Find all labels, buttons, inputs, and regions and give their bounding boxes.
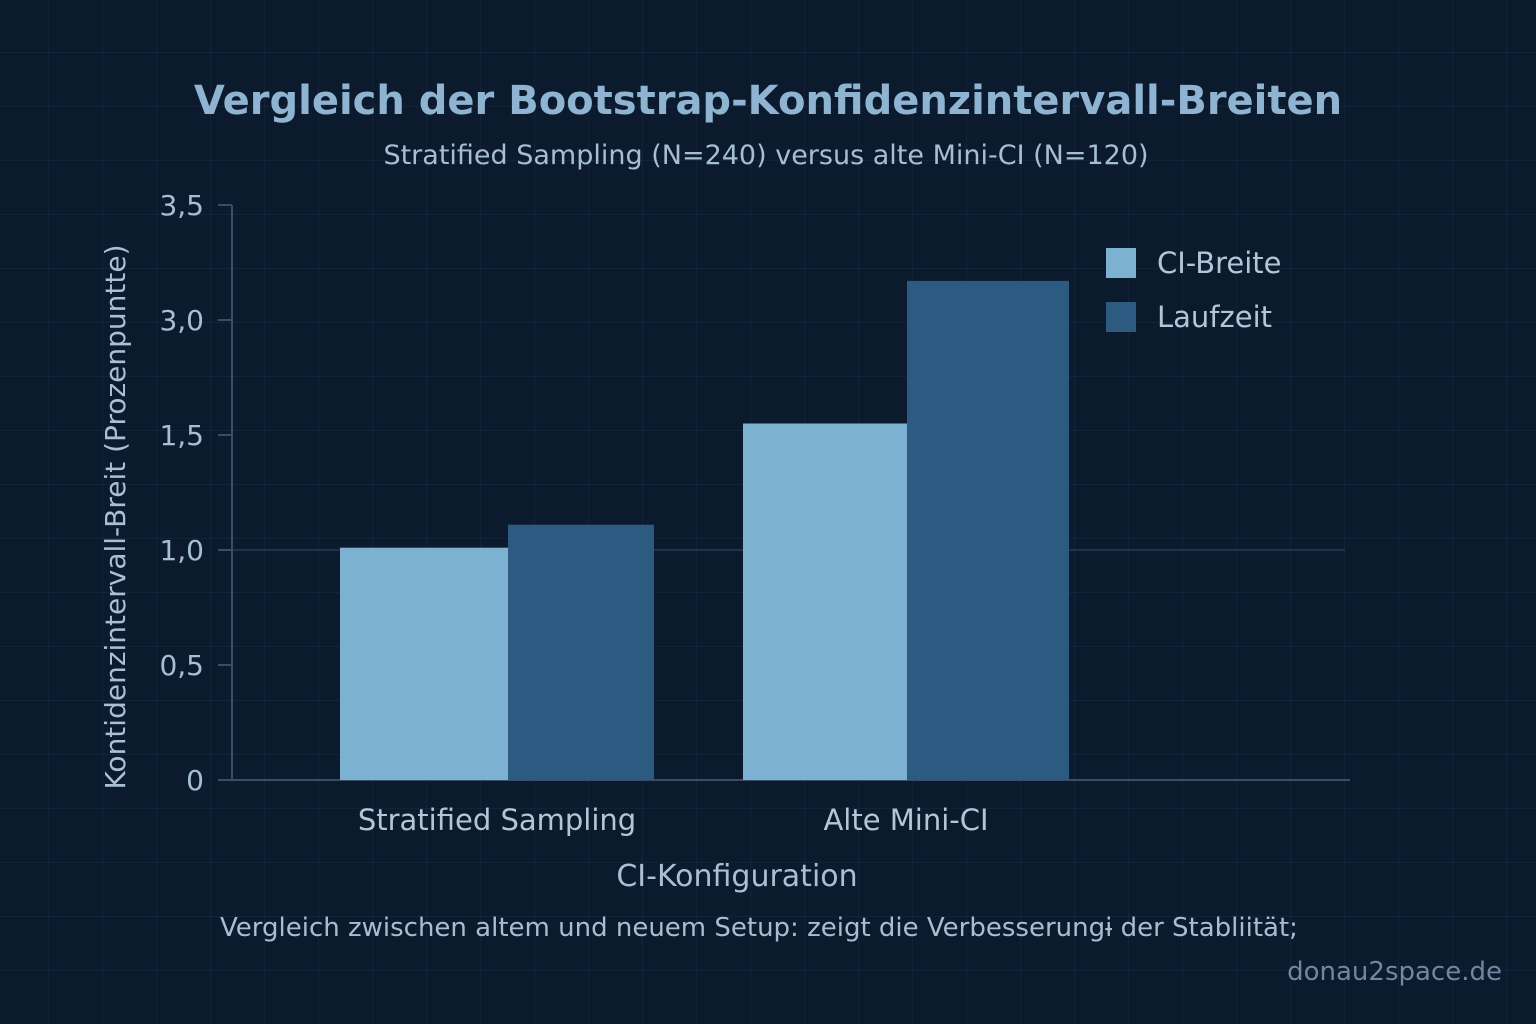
watermark: donau2space.de (1287, 957, 1502, 987)
x-category-label: Alte Mini-CI (823, 803, 988, 837)
y-axis-title: Kontidenzintervall-Breit (Prozenpuntte) (99, 244, 132, 789)
chart-subtitle: Stratified Sampling (N=240) versus alte … (383, 140, 1149, 171)
legend-swatch (1106, 248, 1136, 278)
y-tick-label: 3,5 (159, 189, 204, 222)
x-axis-title: CI-Konfiguration (616, 859, 857, 894)
legend-label: Laufzeit (1157, 300, 1272, 334)
y-tick-label: 0 (186, 764, 204, 797)
chart-caption: Vergleich zwischen altem und neuem Setup… (220, 913, 1298, 943)
y-tick-label: 1,0 (159, 534, 204, 567)
bar-ci-breite-1 (340, 547, 508, 780)
legend-label: CI-Breite (1157, 246, 1282, 280)
bar-laufzeit-1 (508, 524, 654, 780)
bar-ci-breite-2 (743, 423, 907, 780)
y-tick-label: 3,0 (159, 304, 204, 337)
legend-swatch (1106, 302, 1136, 332)
x-category-label: Stratified Sampling (358, 803, 636, 837)
bar-laufzeit-2 (907, 280, 1069, 780)
chart-title: Vergleich der Bootstrap-Konfidenzinterva… (193, 78, 1343, 124)
y-tick-label: 0,5 (159, 649, 204, 682)
y-tick-label: 1,5 (159, 419, 204, 452)
